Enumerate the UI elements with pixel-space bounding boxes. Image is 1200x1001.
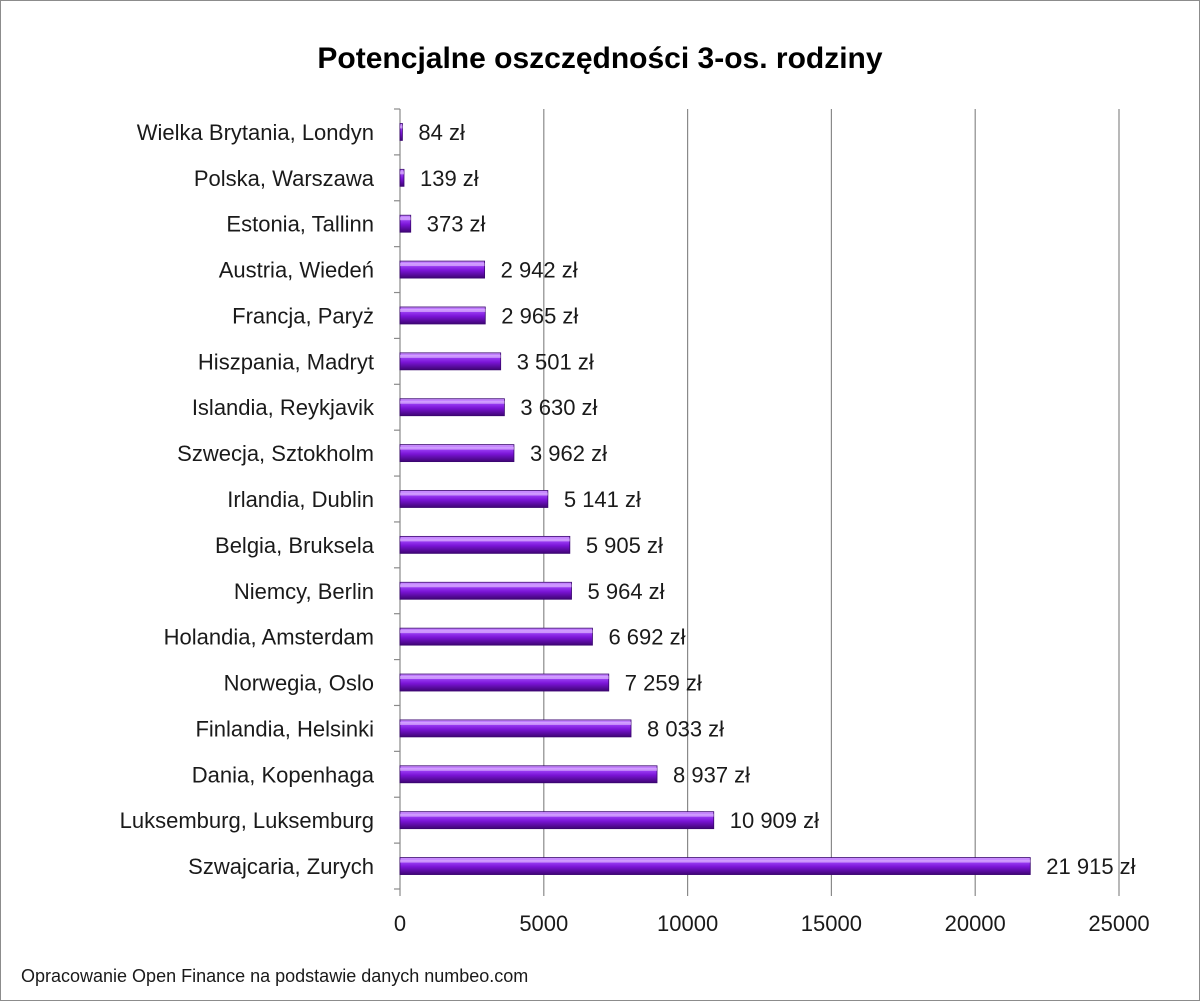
bars — [399, 123, 1031, 875]
category-label: Szwecja, Sztokholm — [177, 441, 374, 466]
category-labels: Wielka Brytania, Londyn Polska, Warszawa E… — [120, 120, 375, 879]
value-label: 84 zł — [418, 120, 465, 145]
bar-highlight — [400, 354, 501, 358]
category-label: Holandia, Amsterdam — [164, 625, 374, 650]
category-label: Luksemburg, Luksemburg — [120, 808, 374, 833]
bar — [399, 168, 405, 187]
bar — [399, 214, 412, 233]
bar-highlight — [400, 813, 714, 817]
category-label: Niemcy, Berlin — [234, 579, 374, 604]
category-label: Norwegia, Oslo — [224, 671, 374, 696]
value-labels: 84 zł 139 zł 373 zł 2 942 zł 2 965 zł 3 501 z… — [418, 120, 1135, 879]
bar — [399, 857, 1031, 875]
bar-highlight — [400, 676, 609, 680]
bar — [399, 627, 593, 646]
category-label: Wielka Brytania, Londyn — [137, 120, 374, 145]
bar-highlight — [400, 584, 572, 588]
value-label: 3 630 zł — [520, 395, 597, 420]
bar-highlight — [400, 308, 486, 312]
value-label: 8 033 zł — [647, 716, 724, 741]
value-label: 5 964 zł — [588, 579, 665, 604]
value-label: 10 909 zł — [730, 808, 819, 833]
bar-highlight — [400, 446, 514, 450]
bar — [399, 490, 549, 508]
value-label: 3 962 zł — [530, 441, 607, 466]
chart-title: Potencjalne oszczędności 3-os. rodziny — [317, 42, 882, 75]
category-label: Belgia, Bruksela — [215, 533, 375, 558]
bar — [399, 673, 610, 692]
bar — [399, 398, 505, 417]
bar — [399, 123, 403, 141]
bar-highlight — [400, 217, 411, 221]
category-label: Szwajcaria, Zurych — [188, 854, 374, 879]
category-label: Hiszpania, Madryt — [198, 349, 374, 374]
bar-highlight — [400, 263, 485, 267]
bar — [399, 535, 571, 554]
category-label: Finlandia, Helsinki — [195, 716, 374, 741]
category-label: Irlandia, Dublin — [227, 487, 374, 512]
x-tick-label: 5000 — [519, 911, 568, 936]
value-label: 2 942 zł — [501, 258, 578, 283]
source-note: Opracowanie Open Finance na podstawie da… — [21, 966, 528, 986]
category-label: Dania, Kopenhaga — [192, 762, 375, 787]
bar-highlight — [400, 767, 658, 771]
value-label: 2 965 zł — [501, 303, 578, 328]
bar-highlight — [400, 721, 632, 725]
value-label: 5 905 zł — [586, 533, 663, 558]
x-tick-labels: 0 5000 10000 15000 20000 25000 — [394, 911, 1150, 936]
bar-body — [399, 168, 405, 187]
x-tick-label: 25000 — [1088, 911, 1149, 936]
bar — [399, 444, 515, 463]
bar-body — [399, 214, 412, 233]
value-label: 7 259 zł — [625, 671, 702, 696]
bar-highlight — [400, 538, 570, 542]
bar-highlight — [400, 400, 505, 404]
category-label: Polska, Warszawa — [194, 166, 375, 191]
category-label: Estonia, Tallinn — [226, 212, 374, 237]
category-label: Austria, Wiedeń — [219, 258, 374, 283]
bar — [399, 260, 486, 279]
bar — [399, 719, 632, 738]
bar-highlight — [400, 859, 1031, 863]
category-label: Francja, Paryż — [232, 303, 374, 328]
bar-highlight — [400, 492, 548, 496]
bar-body — [399, 123, 403, 141]
x-tick-label: 20000 — [945, 911, 1006, 936]
category-label: Islandia, Reykjavik — [192, 395, 375, 420]
gridlines — [543, 109, 1120, 889]
value-label: 373 zł — [427, 212, 486, 237]
value-label: 5 141 zł — [564, 487, 641, 512]
x-tick-label: 10000 — [657, 911, 718, 936]
bar — [399, 765, 658, 784]
x-tick-label: 15000 — [801, 911, 862, 936]
bar — [399, 811, 715, 830]
value-label: 6 692 zł — [608, 625, 685, 650]
value-label: 139 zł — [420, 166, 479, 191]
bar-highlight — [400, 125, 403, 129]
x-tick-label: 0 — [394, 911, 406, 936]
value-label: 3 501 zł — [517, 349, 594, 374]
bar-highlight — [400, 630, 593, 634]
bar — [399, 581, 572, 600]
value-label: 8 937 zł — [673, 762, 750, 787]
bar — [399, 352, 502, 371]
value-label: 21 915 zł — [1046, 854, 1135, 879]
bar — [399, 306, 486, 325]
bar-highlight — [400, 171, 404, 175]
